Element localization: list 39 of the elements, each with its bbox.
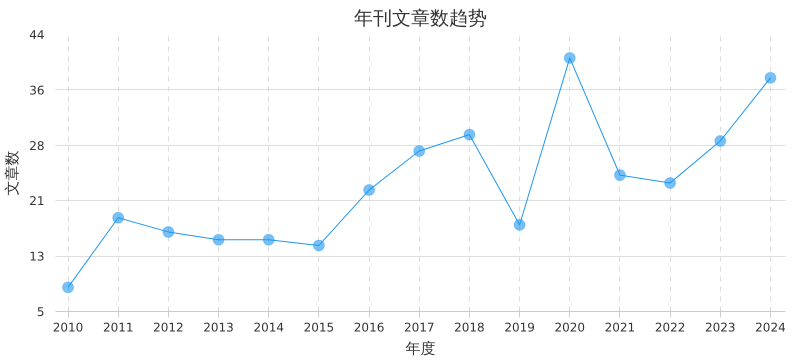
point (514, 218, 526, 231)
x-tick-label: 2022 (654, 320, 686, 334)
point (112, 212, 124, 224)
point (262, 234, 275, 246)
point (62, 281, 74, 294)
x-tick-label: 2014 (253, 320, 284, 334)
x-tick-label: 2019 (504, 320, 535, 334)
y-tick-label: 13 (29, 250, 45, 264)
point (714, 135, 726, 148)
x-tick-label: 2011 (102, 320, 134, 334)
x-tick-label: 2023 (705, 320, 736, 334)
x-axis-title: 年度 (406, 340, 436, 358)
x-tick-label: 2018 (454, 320, 485, 334)
point (564, 52, 576, 64)
point (162, 226, 174, 238)
point (363, 184, 376, 196)
point (664, 176, 676, 189)
chart-title: 年刊文章数趋势 (354, 8, 487, 30)
x-tick-label: 2015 (304, 320, 334, 334)
y-tick-label: 44 (29, 28, 45, 42)
x-tick-label: 2012 (153, 320, 184, 334)
y-tick-label: 28 (29, 138, 45, 153)
point (463, 128, 476, 141)
point (614, 169, 626, 182)
x-tick-label: 2020 (554, 320, 586, 334)
y-tick-label: 36 (29, 83, 45, 98)
point (764, 72, 776, 84)
x-tick-label: 2016 (354, 320, 384, 334)
x-tick-label: 2024 (755, 320, 786, 334)
x-tick-label: 2013 (203, 320, 234, 334)
x-tick-label: 2021 (604, 320, 636, 334)
x-tick-label: 2010 (52, 320, 84, 334)
point (212, 234, 225, 246)
y-tick-label: 21 (29, 194, 45, 208)
point (413, 144, 426, 157)
point (312, 239, 325, 252)
y-tick-label: 5 (36, 305, 45, 319)
x-tick-label: 2017 (404, 320, 435, 334)
y-axis-title: 文章数 (3, 150, 22, 196)
